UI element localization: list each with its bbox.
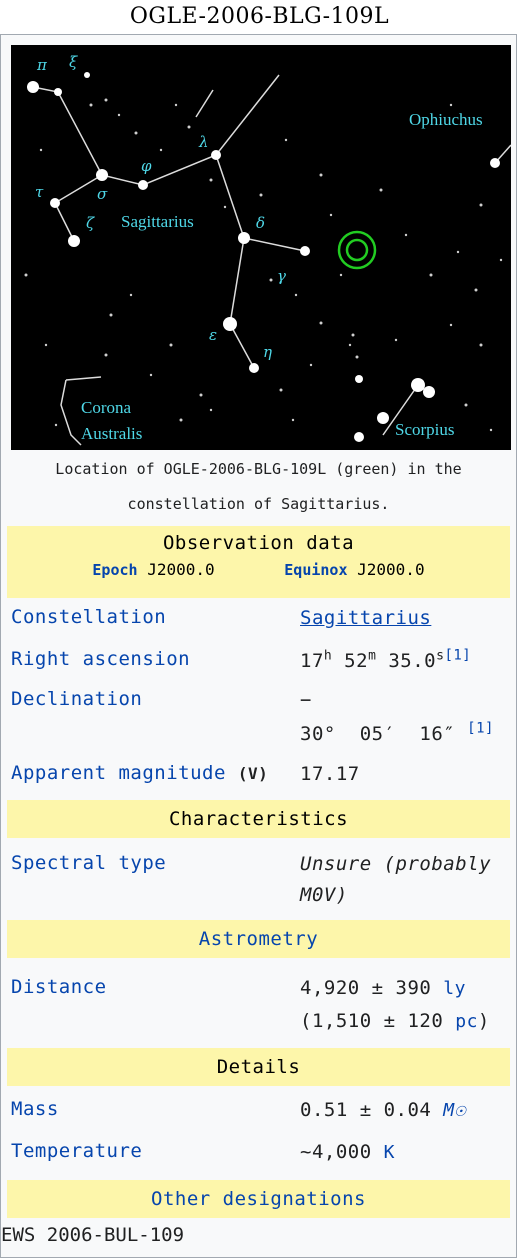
spectral-value-2: M0V) [300,884,348,906]
svg-text:σ: σ [97,185,108,203]
designations-value: EWS 2006-BUL-109 [1,1224,185,1246]
distance-pc: (1,510 ± 120 pc) [300,1010,490,1032]
observation-title: Observation data [162,532,355,554]
declination-row: Declination − 30° 05′ 16″ [1] [11,680,516,754]
label-sagittarius: Sagittarius [121,212,194,231]
declination-value: 30° 05′ 16″ [1] [300,720,494,745]
constellation-map[interactable]: Ophiuchus Sagittarius Corona Australis S… [11,45,511,450]
magnitude-value: 17.17 [300,763,360,785]
constellation-link[interactable]: Sagittarius [300,607,432,629]
svg-text:φ: φ [141,157,152,175]
map-caption: Location of OGLE-2006-BLG-109L (green) i… [55,460,462,513]
svg-text:π: π [36,56,48,74]
ly-link[interactable]: ly [443,978,466,999]
label-ophiuchus: Ophiuchus [409,110,483,129]
mass-row: Mass 0.51 ± 0.04 M☉ [11,1086,516,1132]
temperature-label[interactable]: Temperature [11,1140,143,1162]
mass-value: 0.51 ± 0.04 M☉ [300,1099,466,1121]
kelvin-link[interactable]: K [383,1142,395,1163]
spectral-value-1: Unsure (probably [300,853,492,875]
svg-text:η: η [263,343,272,361]
spectral-row: Spectral type Unsure (probably M0V) [11,838,516,920]
declination-sign: − [300,689,312,711]
mass-label[interactable]: Mass [11,1098,59,1120]
target-marker-icon [337,230,377,270]
distance-label[interactable]: Distance [11,976,107,998]
ra-ref-link[interactable]: [1] [444,647,472,664]
pc-link[interactable]: pc [455,1011,478,1032]
equinox-link[interactable]: Equinox [284,561,348,579]
page-title: OGLE-2006-BLG-109L [129,4,390,29]
label-corona: Corona [81,398,132,417]
designations-header[interactable]: Other designations [7,1180,510,1218]
temperature-value: ~4,000 K [300,1141,395,1163]
label-australis: Australis [81,424,142,443]
spectral-label[interactable]: Spectral type [11,852,167,874]
map-container: Ophiuchus Sagittarius Corona Australis S… [1,35,516,450]
epoch-value: J2000.0 [147,560,215,579]
astrometry-header[interactable]: Astrometry [7,920,510,958]
equinox-value: J2000.0 [357,560,425,579]
magnitude-label[interactable]: Apparent magnitude (V) [11,762,269,784]
characteristics-header: Characteristics [7,800,510,838]
solar-mass-link[interactable]: M☉ [443,1100,466,1121]
svg-text:ε: ε [209,326,217,344]
ra-row: Right ascension 17h 52m 35.0s[1] [11,640,516,680]
epoch-link[interactable]: Epoch [92,561,138,579]
svg-text:λ: λ [198,133,209,151]
temperature-row: Temperature ~4,000 K [11,1132,516,1176]
ra-label[interactable]: Right ascension [11,648,191,670]
label-scorpius: Scorpius [395,420,455,439]
infobox: Ophiuchus Sagittarius Corona Australis S… [0,34,517,1258]
svg-text:τ: τ [35,183,44,201]
declination-label[interactable]: Declination [11,688,143,710]
observation-header: Observation data Epoch J2000.0 Equinox J… [7,526,510,598]
dec-ref-link[interactable]: [1] [467,720,494,737]
svg-text:γ: γ [277,267,286,285]
svg-text:ζ: ζ [86,214,95,232]
svg-text:ξ: ξ [69,53,78,71]
svg-text:δ: δ [256,214,265,232]
details-header: Details [7,1048,510,1086]
constellation-label[interactable]: Constellation [11,606,167,628]
magnitude-row: Apparent magnitude (V) 17.17 [11,754,516,800]
ra-value: 17h 52m 35.0s[1] [300,647,472,672]
epoch-equinox-row: Epoch J2000.0 Equinox J2000.0 [7,560,510,579]
constellation-row: Constellation Sagittarius [11,598,516,640]
distance-row: Distance 4,920 ± 390 ly (1,510 ± 120 pc) [11,958,516,1048]
distance-ly: 4,920 ± 390 ly [300,977,466,999]
